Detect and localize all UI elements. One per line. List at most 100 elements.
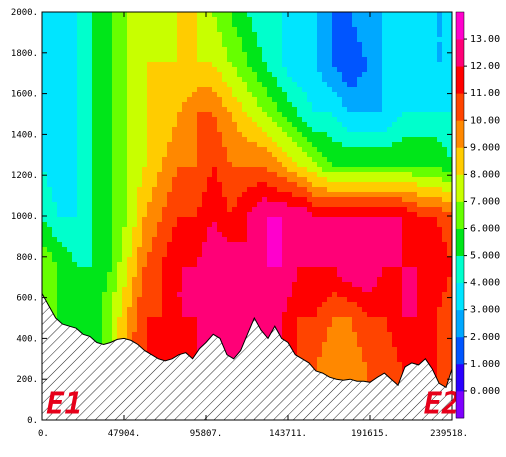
field-cell [222, 112, 228, 118]
field-cell [222, 152, 228, 158]
field-cell [242, 157, 248, 163]
field-cell [337, 172, 343, 178]
field-cell [67, 127, 73, 133]
field-cell [292, 147, 298, 153]
field-cell [227, 137, 233, 143]
field-cell [87, 222, 93, 228]
field-cell [187, 272, 193, 278]
field-cell [307, 222, 313, 228]
field-cell [312, 277, 318, 283]
field-cell [172, 97, 178, 103]
field-cell [312, 32, 318, 38]
field-cell [312, 272, 318, 278]
field-cell [42, 267, 48, 273]
field-cell [62, 232, 68, 238]
field-cell [162, 352, 168, 358]
field-cell [307, 22, 313, 28]
field-cell [57, 12, 63, 18]
field-cell [72, 242, 78, 248]
field-cell [327, 17, 333, 23]
field-cell [312, 102, 318, 108]
field-cell [342, 112, 348, 118]
field-cell [152, 222, 158, 228]
field-cell [207, 162, 213, 168]
field-cell [312, 27, 318, 33]
field-cell [87, 102, 93, 108]
field-cell [272, 147, 278, 153]
field-cell [77, 52, 83, 58]
field-cell [147, 182, 153, 188]
field-cell [262, 172, 268, 178]
field-cell [112, 242, 118, 248]
field-cell [217, 67, 223, 73]
field-cell [232, 97, 238, 103]
field-cell [42, 127, 48, 133]
field-cell [77, 167, 83, 173]
field-cell [282, 247, 288, 253]
field-cell [252, 312, 258, 318]
field-cell [237, 232, 243, 238]
field-cell [187, 157, 193, 163]
field-cell [242, 52, 248, 58]
field-cell [97, 82, 103, 88]
field-cell [197, 177, 203, 183]
field-cell [227, 297, 233, 303]
field-cell [292, 177, 298, 183]
field-cell [157, 147, 163, 153]
field-cell [252, 137, 258, 143]
field-cell [327, 322, 333, 328]
field-cell [332, 352, 338, 358]
field-cell [107, 237, 113, 243]
field-cell [137, 142, 143, 148]
field-cell [302, 12, 308, 18]
field-cell [62, 287, 68, 293]
field-cell [207, 137, 213, 143]
field-cell [147, 347, 153, 353]
field-cell [42, 72, 48, 78]
field-cell [242, 182, 248, 188]
field-cell [292, 172, 298, 178]
field-cell [67, 62, 73, 68]
field-cell [212, 202, 218, 208]
field-cell [262, 217, 268, 223]
field-cell [177, 177, 183, 183]
field-cell [62, 212, 68, 218]
field-cell [342, 27, 348, 33]
field-cell [47, 172, 53, 178]
field-cell [237, 52, 243, 58]
field-cell [237, 342, 243, 348]
field-cell [317, 52, 323, 58]
field-cell [102, 167, 108, 173]
field-cell [317, 167, 323, 173]
field-cell [207, 72, 213, 78]
field-cell [142, 82, 148, 88]
field-cell [67, 227, 73, 233]
field-cell [152, 297, 158, 303]
field-cell [277, 112, 283, 118]
field-cell [317, 102, 323, 108]
field-cell [57, 17, 63, 23]
field-cell [182, 327, 188, 333]
field-cell [282, 172, 288, 178]
field-cell [217, 287, 223, 293]
field-cell [227, 77, 233, 83]
field-cell [227, 147, 233, 153]
field-cell [277, 77, 283, 83]
field-cell [52, 167, 58, 173]
field-cell [327, 107, 333, 113]
field-cell [177, 312, 183, 318]
field-cell [322, 362, 328, 368]
field-cell [117, 332, 123, 338]
field-cell [232, 337, 238, 343]
field-cell [167, 77, 173, 83]
field-cell [77, 247, 83, 253]
field-cell [222, 117, 228, 123]
field-cell [227, 252, 233, 258]
field-cell [322, 292, 328, 298]
field-cell [87, 32, 93, 38]
field-cell [102, 107, 108, 113]
field-cell [107, 257, 113, 263]
field-cell [182, 182, 188, 188]
field-cell [67, 307, 73, 313]
field-cell [102, 172, 108, 178]
